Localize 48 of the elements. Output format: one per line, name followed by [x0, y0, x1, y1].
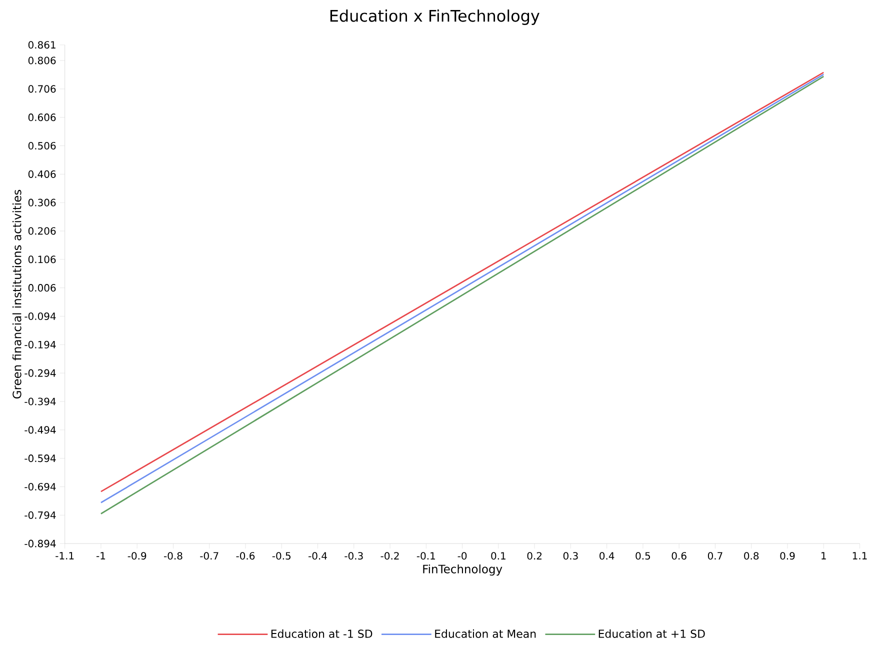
y-tick-label: 0.506	[28, 142, 56, 150]
y-tick-label: 0.106	[28, 255, 56, 264]
y-tick-label: 0.606	[28, 113, 56, 121]
x-tick-label: -0.3	[344, 552, 363, 560]
y-tick-label: 0.706	[28, 85, 56, 93]
x-tick-label: -0.6	[236, 552, 255, 560]
x-tick-label: -0.8	[164, 552, 182, 560]
x-tick-label: -0.4	[308, 552, 327, 560]
y-tick-label: -0.894	[24, 540, 56, 548]
y-tick-label: -0.394	[24, 398, 56, 406]
x-tick-label: 0.1	[491, 552, 506, 560]
x-tick-label: -1.1	[56, 552, 74, 560]
y-tick-label: -0.294	[24, 369, 56, 377]
y-tick-label: -0.694	[24, 482, 56, 490]
x-tick-label: 0.6	[672, 552, 686, 560]
y-tick-label: 0.806	[28, 56, 56, 64]
y-tick-label: -0.594	[24, 454, 56, 462]
x-tick-label: 0.9	[780, 552, 795, 560]
legend-label: Education at -1 SD	[271, 629, 372, 638]
x-tick-label: -0.9	[128, 552, 146, 560]
x-tick-label: 0.5	[636, 552, 650, 560]
x-tick-label: -1	[96, 552, 106, 560]
y-tick-label: -0.794	[24, 511, 56, 519]
x-tick-label: -0.5	[272, 552, 290, 560]
x-axis-title: FinTechnology	[423, 564, 502, 576]
legend-label: Education at Mean	[435, 629, 536, 638]
y-tick-label: 0.206	[28, 227, 56, 235]
y-tick-label: 0.861	[28, 40, 56, 49]
x-tick-label: -0.2	[380, 552, 399, 560]
x-tick-label: -0.1	[416, 552, 435, 560]
x-tick-label: 0.3	[563, 552, 578, 560]
x-tick-label: -0	[458, 552, 467, 560]
legend-label: Education at +1 SD	[598, 629, 705, 638]
y-tick-label: 0.406	[28, 170, 56, 178]
x-tick-label: 1	[822, 552, 826, 560]
y-tick-label: 0.306	[28, 198, 56, 206]
y-tick-label: 0.006	[28, 284, 56, 292]
x-tick-label: 0.7	[708, 552, 722, 560]
chart-title: Education x FinTechnology	[330, 9, 540, 25]
x-tick-label: 0.4	[600, 552, 614, 560]
y-tick-label: -0.194	[24, 340, 56, 348]
y-tick-label: -0.494	[24, 426, 56, 434]
x-tick-label: -0.7	[200, 552, 218, 560]
y-axis-title: Green financial institutions activities	[12, 190, 22, 398]
x-tick-label: 0.8	[744, 552, 759, 560]
x-tick-label: 0.2	[527, 552, 542, 560]
x-tick-label: 1.1	[852, 552, 867, 560]
y-tick-label: -0.094	[24, 312, 56, 320]
